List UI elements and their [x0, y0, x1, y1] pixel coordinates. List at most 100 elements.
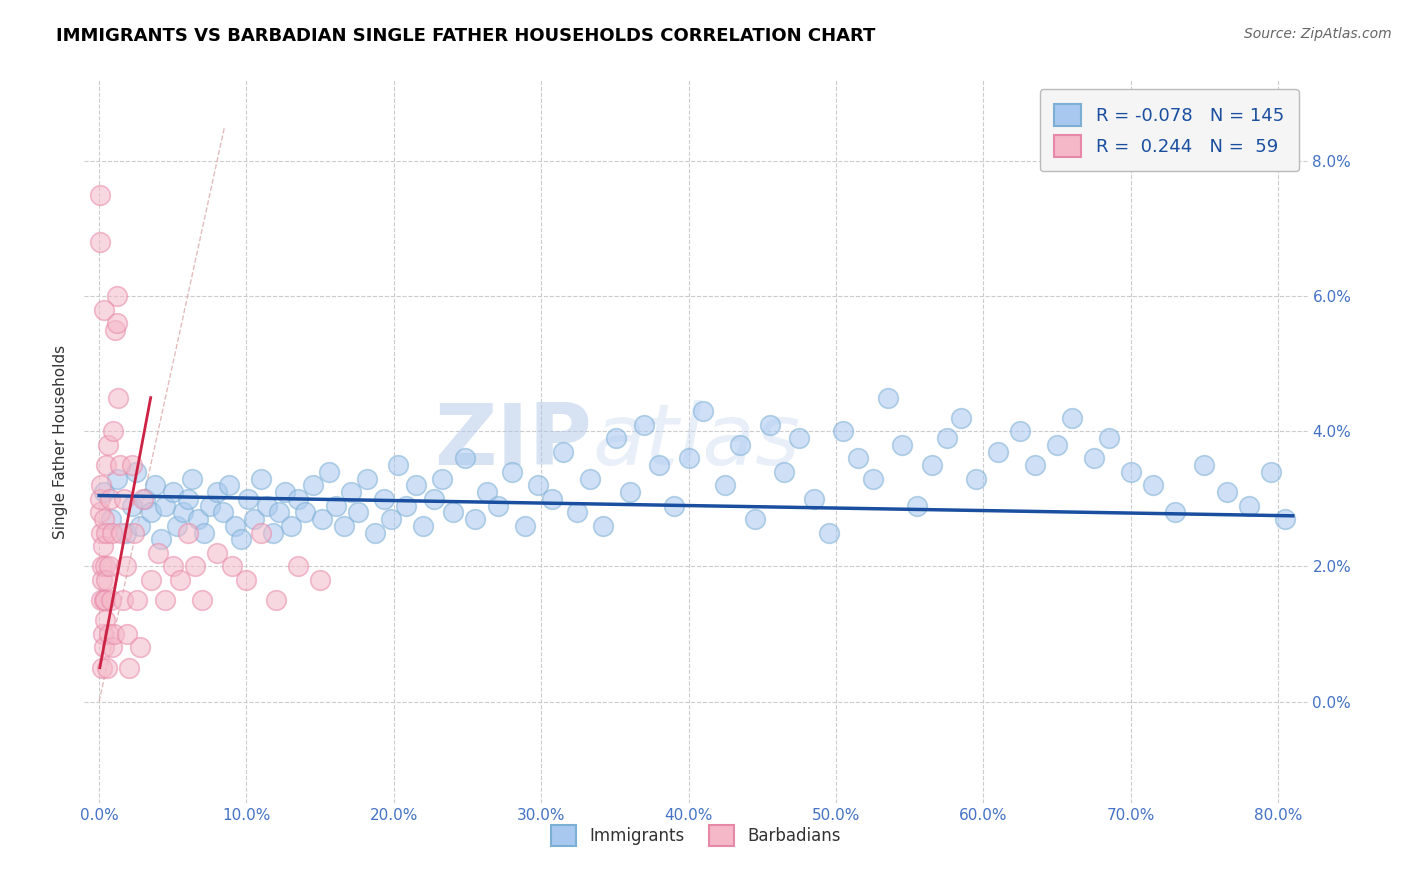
Point [1260, 465, 1282, 479]
Point [89, 188, 111, 202]
Point [94, 458, 117, 472]
Point [89, 491, 111, 506]
Point [832, 425, 855, 439]
Point [105, 289, 128, 303]
Point [1046, 438, 1069, 452]
Point [301, 478, 323, 492]
Point [332, 519, 354, 533]
Point [453, 451, 475, 466]
Point [965, 472, 987, 486]
Point [803, 491, 825, 506]
Point [891, 438, 914, 452]
Point [678, 451, 700, 466]
Point [172, 505, 194, 519]
Point [387, 458, 409, 472]
Point [274, 485, 297, 500]
Point [108, 458, 131, 472]
Point [224, 519, 246, 533]
Text: ZIP: ZIP [434, 400, 592, 483]
Point [96, 573, 118, 587]
Point [93, 614, 115, 628]
Point [475, 485, 498, 500]
Point [111, 593, 134, 607]
Point [363, 525, 385, 540]
Point [1274, 512, 1296, 526]
Point [176, 491, 198, 506]
Point [1083, 451, 1105, 466]
Point [91, 661, 114, 675]
Point [139, 573, 162, 587]
Point [1060, 411, 1083, 425]
Point [692, 404, 714, 418]
Point [935, 431, 957, 445]
Text: Source: ZipAtlas.com: Source: ZipAtlas.com [1244, 27, 1392, 41]
Point [373, 491, 395, 506]
Point [1194, 458, 1216, 472]
Point [540, 491, 562, 506]
Point [193, 525, 215, 540]
Point [412, 519, 434, 533]
Point [592, 519, 614, 533]
Point [89, 235, 111, 250]
Point [93, 640, 115, 655]
Point [90, 593, 112, 607]
Point [250, 472, 273, 486]
Point [146, 546, 169, 560]
Point [89, 505, 111, 519]
Point [94, 559, 117, 574]
Point [311, 512, 333, 526]
Point [155, 593, 177, 607]
Point [262, 525, 284, 540]
Point [112, 491, 135, 506]
Point [773, 465, 796, 479]
Y-axis label: Single Father Households: Single Father Households [53, 344, 69, 539]
Point [117, 661, 139, 675]
Point [218, 478, 240, 492]
Point [513, 519, 536, 533]
Point [100, 593, 122, 607]
Point [714, 478, 737, 492]
Point [93, 485, 115, 500]
Point [90, 525, 112, 540]
Point [648, 458, 671, 472]
Point [101, 425, 124, 439]
Point [198, 499, 221, 513]
Point [1119, 465, 1142, 479]
Point [115, 627, 138, 641]
Point [380, 512, 402, 526]
Point [294, 505, 316, 519]
Point [1010, 425, 1032, 439]
Point [205, 485, 228, 500]
Point [862, 472, 884, 486]
Point [744, 512, 766, 526]
Point [124, 525, 146, 540]
Point [162, 485, 184, 500]
Point [1142, 478, 1164, 492]
Point [758, 417, 780, 432]
Point [325, 499, 347, 513]
Point [184, 559, 207, 574]
Point [1097, 431, 1119, 445]
Point [105, 317, 128, 331]
Point [464, 512, 486, 526]
Point [97, 559, 120, 574]
Point [501, 465, 523, 479]
Point [441, 505, 464, 519]
Point [950, 411, 973, 425]
Point [107, 391, 129, 405]
Point [150, 533, 173, 547]
Point [100, 525, 122, 540]
Point [176, 525, 198, 540]
Point [127, 593, 149, 607]
Point [264, 593, 287, 607]
Point [93, 512, 115, 526]
Point [129, 519, 152, 533]
Point [1024, 458, 1046, 472]
Point [1215, 485, 1237, 500]
Point [125, 465, 148, 479]
Point [90, 559, 112, 574]
Point [143, 478, 166, 492]
Point [347, 505, 370, 519]
Point [91, 573, 114, 587]
Point [93, 593, 115, 607]
